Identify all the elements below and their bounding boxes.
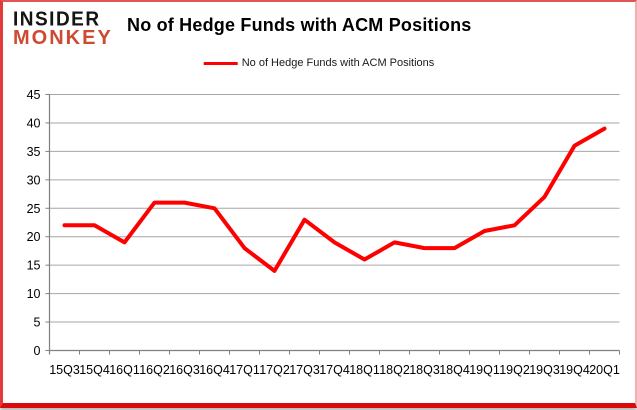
x-axis-label: 16Q1 xyxy=(109,363,140,377)
x-axis-label: 19Q3 xyxy=(529,363,560,377)
y-axis-label: 45 xyxy=(27,88,41,102)
x-axis-label: 15Q4 xyxy=(79,363,110,377)
x-axis-label: 17Q1 xyxy=(229,363,260,377)
chart-title: No of Hedge Funds with ACM Positions xyxy=(127,15,472,35)
x-axis-label: 18Q3 xyxy=(409,363,440,377)
y-axis-label: 10 xyxy=(27,287,41,301)
x-axis-label: 20Q1 xyxy=(589,363,620,377)
y-axis-label: 35 xyxy=(27,145,41,159)
chart-legend: No of Hedge Funds with ACM Positions xyxy=(203,57,435,69)
legend-label: No of Hedge Funds with ACM Positions xyxy=(241,57,435,69)
y-axis-label: 20 xyxy=(27,230,41,244)
x-axis-label: 19Q4 xyxy=(559,363,590,377)
x-axis-label: 16Q4 xyxy=(199,363,230,377)
x-axis-label: 16Q2 xyxy=(139,363,170,377)
x-axis-label: 17Q2 xyxy=(259,363,290,377)
x-axis-label: 16Q3 xyxy=(169,363,200,377)
logo-insider-text: INSIDER xyxy=(13,8,101,31)
x-axis-label: 15Q3 xyxy=(49,363,80,377)
y-axis-label: 40 xyxy=(27,116,41,130)
y-axis-label: 5 xyxy=(34,316,41,330)
x-axis-label: 18Q4 xyxy=(439,363,470,377)
y-axis-label: 30 xyxy=(27,173,41,187)
series-line xyxy=(62,126,607,273)
y-axis-label: 0 xyxy=(34,344,41,358)
x-axis-label: 17Q3 xyxy=(289,363,320,377)
y-axis-label: 15 xyxy=(27,259,41,273)
x-axis-label: 18Q1 xyxy=(349,363,380,377)
x-axis-label: 18Q2 xyxy=(379,363,410,377)
x-axis-label: 17Q4 xyxy=(319,363,350,377)
insider-monkey-logo: INSIDER MONKEY xyxy=(13,8,113,50)
x-axis-label: 19Q1 xyxy=(469,363,500,377)
legend-line-swatch xyxy=(203,61,238,65)
y-axis-label: 25 xyxy=(27,202,41,216)
logo-monkey-text: MONKEY xyxy=(13,27,113,50)
x-axis-label: 19Q2 xyxy=(499,363,530,377)
line-chart: 0 5 10 15 20 25 30 35 40 45 15Q3 15Q4 16Q1 16Q2 16Q3 16… xyxy=(27,88,620,377)
